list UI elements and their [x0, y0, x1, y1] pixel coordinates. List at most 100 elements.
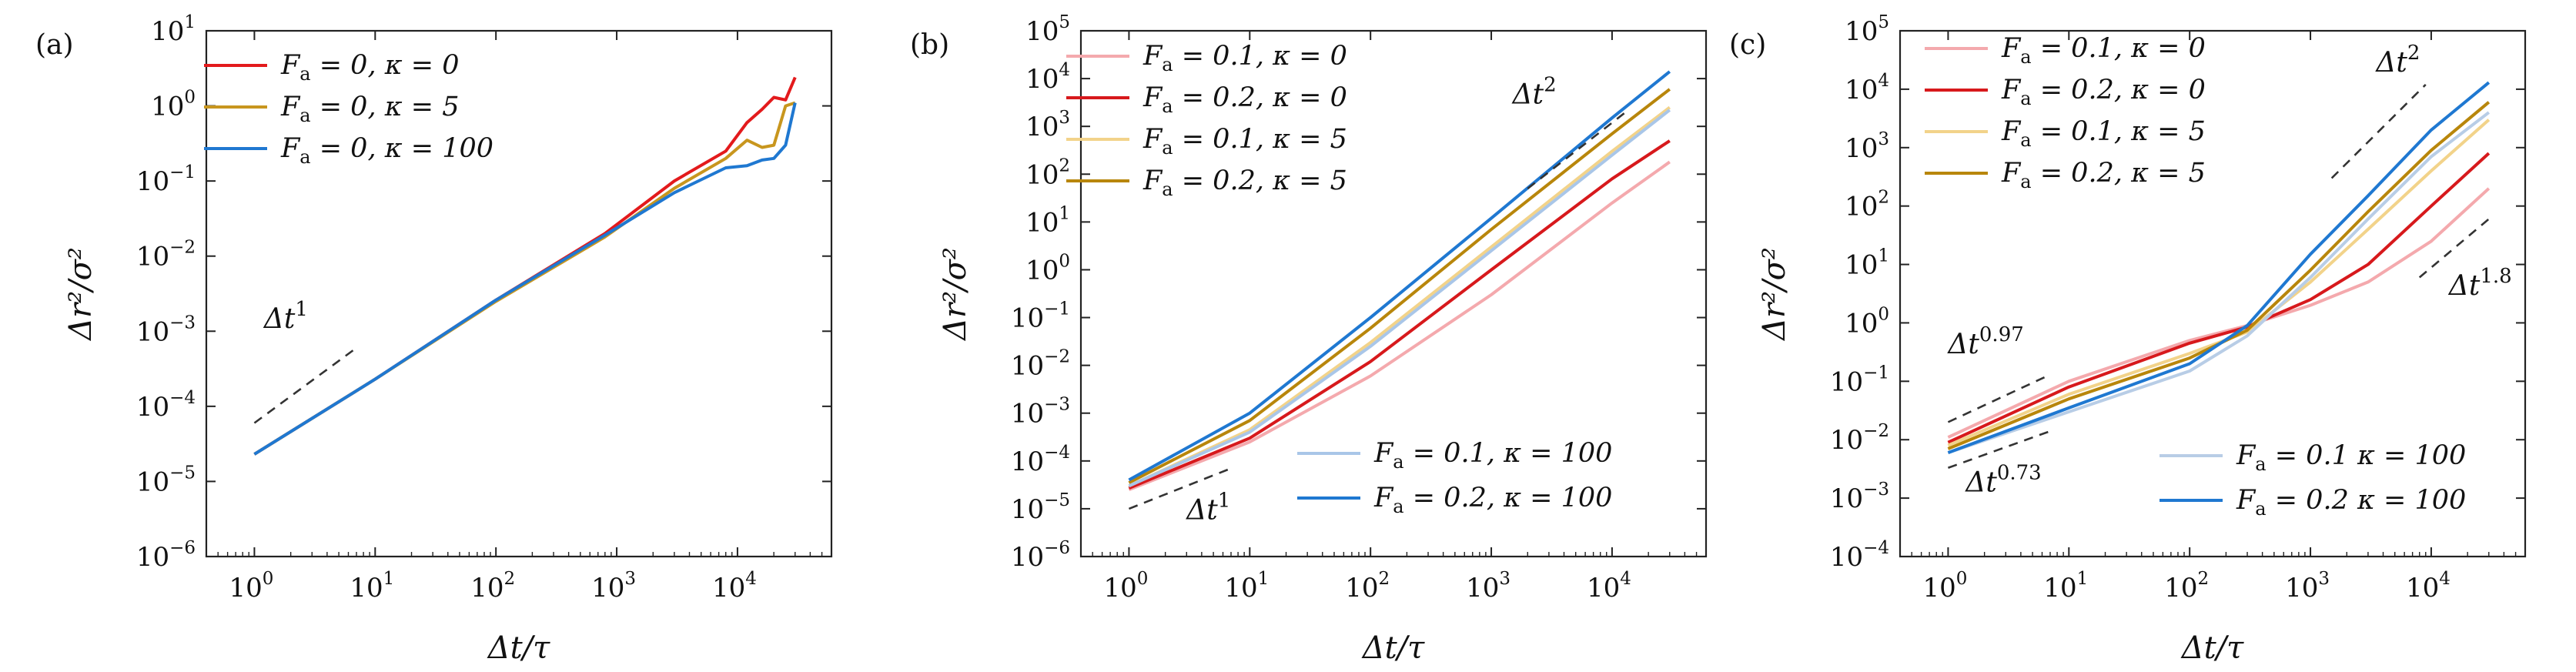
series-line-2 [1128, 139, 1671, 490]
legend-label: Fa = 0.2, κ = 0 [2001, 75, 2206, 109]
x-tick-label: 103 [1466, 569, 1510, 603]
guide-line-2 [1947, 430, 2051, 469]
x-tick-label: 101 [350, 569, 394, 603]
x-tick-label: 102 [2164, 569, 2209, 603]
y-tick-label: 105 [1025, 12, 1070, 47]
guide-line-2 [1527, 111, 1627, 189]
x-axis-label: Δt/τ [487, 630, 550, 666]
panel-2: Δt1 Δt2 100 101 102 103 104 10−6 10−5 10−4 10−3 10−… [910, 12, 1708, 666]
guide-line-3 [2330, 83, 2427, 179]
series-line-5 [1128, 109, 1671, 488]
legend-2: Fa = 0.1, κ = 100 Fa = 0.2, κ = 100 [1297, 438, 1612, 517]
y-tick-label: 10−1 [1011, 299, 1070, 334]
legend-label: Fa = 0.1, κ = 0 [2001, 33, 2206, 68]
y-tick-label: 10−5 [136, 463, 196, 497]
y-tick-label: 10−6 [1011, 538, 1070, 573]
legend-label: Fa = 0.1, κ = 0 [1142, 41, 1347, 75]
y-tick-label: 10−4 [1011, 443, 1070, 477]
series-line-3 [1947, 119, 2491, 447]
legend-label: Fa = 0, κ = 100 [280, 133, 493, 168]
legend-label: Fa = 0.2, κ = 100 [1373, 483, 1612, 517]
legend-2: Fa = 0.1 κ = 100 Fa = 0.2 κ = 100 [2159, 440, 2466, 520]
x-tick-label: 104 [1587, 569, 1631, 603]
y-tick-label: 10−2 [1830, 421, 1889, 456]
x-tick-label: 100 [1103, 569, 1148, 603]
x-tick-label: 101 [2043, 569, 2088, 603]
series-line-2 [1947, 152, 2491, 444]
y-tick-label: 10−3 [1011, 395, 1070, 430]
series-group [1947, 81, 2491, 454]
series-line-1 [1947, 187, 2491, 439]
guide-label-2: Δt0.73 [1964, 461, 2041, 498]
series-line-3 [1128, 105, 1671, 488]
y-tick-label: 10−5 [1011, 490, 1070, 525]
x-tick-label: 101 [1224, 569, 1269, 603]
y-tick-label: 103 [1025, 108, 1070, 142]
y-tick-label: 10−4 [1830, 538, 1889, 573]
y-axis-label: Δr²/σ² [1757, 247, 1792, 342]
y-tick-label: 100 [151, 88, 196, 122]
guide-label-1: Δt1 [263, 298, 308, 335]
y-tick-label: 105 [1845, 12, 1889, 47]
y-tick-label: 100 [1845, 304, 1889, 339]
y-axis-label: Δr²/σ² [938, 247, 973, 342]
legend-1: Fa = 0.1, κ = 0 Fa = 0.2, κ = 0 Fa = 0.1, … [1066, 41, 1347, 200]
legend-1: Fa = 0, κ = 0 Fa = 0, κ = 5 Fa = 0, κ = 10… [204, 50, 493, 168]
guide-label-3: Δt2 [2374, 42, 2420, 79]
y-tick-label: 10−2 [136, 238, 196, 272]
x-axis-label: Δt/τ [2180, 630, 2244, 666]
series-group [1128, 70, 1671, 492]
y-tick-label: 10−2 [1011, 347, 1070, 382]
legend-label: Fa = 0.1, κ = 5 [1142, 124, 1347, 159]
series-line-5 [1947, 111, 2491, 454]
y-tick-label: 101 [1025, 203, 1070, 238]
axes-frame [205, 29, 833, 558]
y-tick-label: 104 [1845, 71, 1889, 105]
legend-label: Fa = 0.1 κ = 100 [2236, 440, 2466, 475]
legend-label: Fa = 0, κ = 0 [280, 50, 460, 85]
x-tick-label: 104 [712, 569, 757, 603]
legend-label: Fa = 0.1, κ = 100 [1373, 438, 1612, 473]
y-tick-label: 102 [1845, 188, 1889, 222]
guide-label-1: Δt0.97 [1946, 323, 2023, 360]
panel-label: (a) [35, 29, 74, 61]
y-tick-label: 10−1 [1830, 363, 1889, 397]
guide-label-2: Δt2 [1511, 74, 1557, 111]
y-tick-label: 10−6 [136, 538, 196, 573]
series-group [253, 76, 797, 456]
y-tick-label: 104 [1025, 60, 1070, 95]
y-tick-label: 100 [1025, 251, 1070, 286]
x-tick-label: 100 [1922, 569, 1967, 603]
legend-label: Fa = 0.2, κ = 5 [1142, 165, 1347, 200]
y-tick-label: 102 [1025, 155, 1070, 190]
guide-line-1 [1947, 373, 2051, 423]
x-tick-label: 103 [2285, 569, 2330, 603]
y-tick-label: 10−4 [136, 388, 196, 423]
guide-label-1: Δt1 [1185, 490, 1230, 527]
panel-label: (c) [1729, 29, 1766, 61]
x-tick-label: 102 [470, 569, 515, 603]
legend-label: Fa = 0, κ = 5 [280, 92, 460, 126]
series-line-1 [1128, 160, 1671, 492]
guide-line-1 [253, 346, 357, 424]
axes-frame [1899, 29, 2527, 558]
series-line-3 [253, 102, 797, 456]
x-tick-label: 103 [591, 569, 636, 603]
series-line-4 [1128, 88, 1671, 484]
y-tick-label: 101 [1845, 246, 1889, 281]
guide-line-4 [2418, 218, 2490, 279]
legend-label: Fa = 0.2 κ = 100 [2236, 485, 2466, 520]
panel-1: Δt1 100 101 102 103 104 10−6 10−5 10−4 10−3 10−2 10… [35, 12, 833, 666]
y-tick-label: 10−3 [1830, 480, 1889, 514]
y-axis-label: Δr²/σ² [63, 247, 99, 342]
axes-frame [1079, 29, 1708, 558]
series-line-6 [1947, 81, 2491, 454]
legend-label: Fa = 0.2, κ = 0 [1142, 82, 1347, 117]
y-tick-label: 10−1 [136, 162, 196, 197]
x-tick-label: 100 [229, 569, 273, 603]
x-tick-label: 102 [1345, 569, 1390, 603]
series-line-6 [1128, 70, 1671, 482]
y-tick-label: 10−3 [136, 313, 196, 347]
y-tick-label: 101 [151, 12, 196, 47]
legend-label: Fa = 0.2, κ = 5 [2001, 158, 2206, 192]
